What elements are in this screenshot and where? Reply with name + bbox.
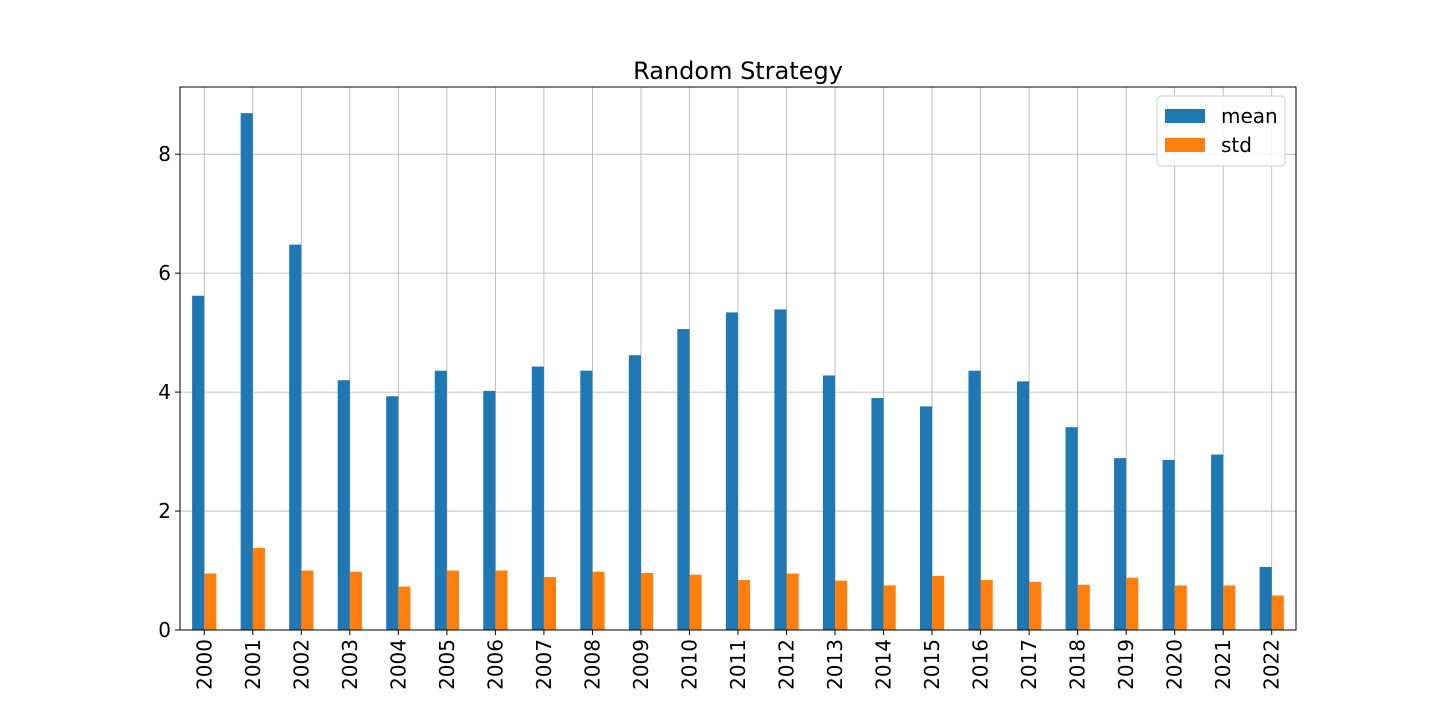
y-tick-label: 2: [158, 499, 171, 523]
x-tick-label: 2004: [386, 639, 410, 690]
bar-mean-2001: [240, 113, 253, 630]
x-tick-label: 2002: [289, 639, 313, 690]
bar-std-2003: [349, 571, 362, 630]
x-tick-label: 2001: [241, 639, 265, 690]
bar-mean-2013: [822, 375, 836, 630]
legend-label-mean: mean: [1221, 104, 1278, 128]
legend-swatch-mean: [1165, 109, 1205, 123]
bar-std-2014: [883, 585, 896, 630]
bar-mean-2021: [1211, 454, 1224, 630]
x-tick-label: 2017: [1017, 639, 1041, 690]
x-tick-label: 2016: [969, 639, 993, 690]
bar-mean-2003: [337, 380, 350, 630]
x-tick-label: 2011: [726, 639, 750, 690]
x-tick-label: 2012: [775, 639, 799, 690]
bar-std-2006: [495, 570, 508, 630]
bar-std-2000: [204, 573, 217, 630]
bar-mean-2005: [434, 370, 447, 630]
x-tick-label: 2019: [1114, 639, 1138, 690]
bar-mean-2018: [1065, 427, 1078, 630]
bar-std-2017: [1029, 581, 1042, 630]
bar-mean-2015: [919, 406, 933, 630]
bar-std-2007: [543, 577, 557, 630]
y-axis: 0 2 4 6 8: [158, 142, 180, 642]
x-tick-label: 2013: [823, 639, 847, 690]
bar-mean-2020: [1162, 459, 1175, 630]
bar-std-2020: [1174, 585, 1187, 630]
x-tick-label: 2022: [1260, 639, 1284, 690]
bar-mean-2009: [628, 355, 641, 630]
x-tick-label: 2003: [338, 639, 362, 690]
x-tick-label: 2005: [435, 639, 459, 690]
bar-std-2019: [1126, 577, 1139, 630]
bar-mean-2014: [871, 398, 884, 630]
bar-std-2022: [1271, 595, 1284, 630]
bar-mean-2008: [580, 370, 593, 630]
bar-mean-2007: [531, 366, 544, 630]
x-axis: 2000 2001 2002 2003 2004 2005 2006 2007 2008 2009…: [192, 630, 1284, 690]
x-tick-label: 2018: [1066, 639, 1090, 690]
bar-std-2005: [446, 570, 459, 630]
x-tick-label: 2020: [1163, 639, 1187, 690]
bar-std-2015: [932, 575, 945, 630]
bar-std-2002: [301, 570, 314, 630]
bar-mean-2010: [677, 329, 690, 630]
bar-std-2021: [1223, 585, 1236, 630]
y-tick-label: 4: [158, 380, 171, 404]
bar-mean-2006: [483, 390, 496, 630]
y-tick-label: 0: [158, 618, 171, 642]
y-tick-label: 6: [158, 261, 171, 285]
x-tick-label: 2021: [1211, 639, 1235, 690]
bar-mean-2017: [1017, 381, 1030, 630]
x-tick-label: 2008: [580, 639, 604, 690]
x-tick-label: 2000: [192, 639, 216, 690]
bar-mean-2019: [1114, 458, 1127, 630]
bar-mean-2011: [725, 312, 738, 630]
bar-std-2010: [689, 574, 702, 630]
legend-label-std: std: [1221, 133, 1252, 157]
bar-std-2009: [640, 572, 654, 630]
bar-std-2008: [592, 571, 605, 630]
bars: [192, 113, 1284, 630]
bar-std-2012: [786, 573, 799, 630]
bar-mean-2016: [968, 370, 981, 630]
bar-std-2001: [252, 547, 265, 630]
bar-std-2013: [835, 580, 848, 630]
x-tick-label: 2006: [483, 639, 507, 690]
y-tick-label: 8: [158, 142, 171, 166]
bar-mean-2000: [192, 295, 205, 630]
x-tick-label: 2010: [677, 639, 701, 690]
legend-swatch-std: [1165, 138, 1205, 152]
x-tick-label: 2014: [872, 639, 896, 690]
legend: mean std: [1156, 95, 1286, 167]
bar-mean-2022: [1259, 566, 1272, 630]
bar-mean-2004: [386, 396, 399, 630]
bar-std-2004: [398, 586, 411, 630]
x-tick-label: 2015: [920, 639, 944, 690]
bar-mean-2002: [289, 244, 302, 630]
x-tick-label: 2007: [532, 639, 556, 690]
bar-std-2016: [980, 580, 993, 630]
bar-mean-2012: [774, 309, 787, 630]
bar-std-2011: [738, 580, 751, 630]
chart-title: Random Strategy: [633, 57, 843, 85]
bar-std-2018: [1077, 584, 1090, 630]
x-tick-label: 2009: [629, 639, 653, 690]
